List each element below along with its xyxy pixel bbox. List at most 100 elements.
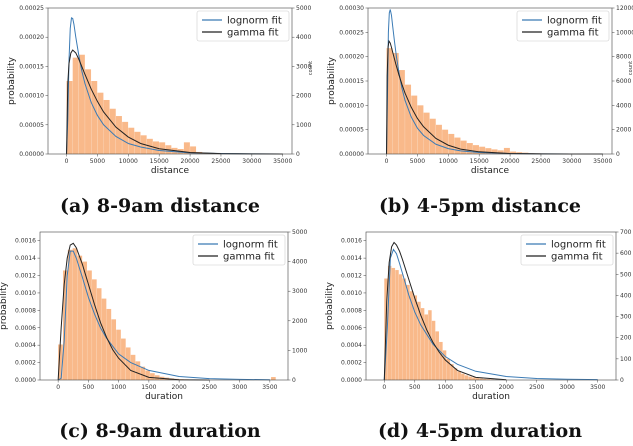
panel-a: 0 5000 10000 15000 20000 25000 30000 350000.000… <box>7 5 314 217</box>
caption-c: (c) 8-9am duration <box>59 420 261 442</box>
hist-bar <box>466 143 473 154</box>
y-tick-label: 0.0000 <box>341 377 362 384</box>
y2-tick-label: 3000 <box>296 63 311 70</box>
x-tick-label: 2000 <box>499 384 514 391</box>
x-axis-label-b: distance <box>471 166 510 176</box>
y2-tick-label: 0 <box>296 151 300 158</box>
plot-c: 0 500 1000 1500 2000 2500 3000 3500 0.0000 0.0002… <box>0 229 307 402</box>
y-tick-label: 0.0006 <box>15 325 36 332</box>
hist-bar <box>406 284 410 380</box>
histogram-d <box>384 265 494 380</box>
y-tick-label: 0.00005 <box>339 127 364 134</box>
x-tick-label: 20000 <box>181 158 200 165</box>
x-tick-label: 10000 <box>439 158 458 165</box>
y2-tick-label: 100 <box>620 356 632 363</box>
legend-box <box>192 234 286 266</box>
hist-bar <box>386 48 393 154</box>
hist-bar <box>453 368 458 380</box>
hist-bar <box>468 376 472 380</box>
y2-tick-label: 12000 <box>616 5 633 12</box>
x-tick-label: 25000 <box>211 158 230 165</box>
x-tick-label: 10000 <box>119 158 138 165</box>
hist-bar <box>58 344 63 380</box>
x-tick-label: 5000 <box>90 158 105 165</box>
x-tick-label: 15000 <box>470 158 489 165</box>
y2-tick-label: 1000 <box>292 347 307 354</box>
y-tick-label: 0.0002 <box>341 360 362 367</box>
legend-entry: lognorm fit <box>223 240 278 251</box>
y-tick-label: 0.00020 <box>339 54 364 61</box>
hist-bar <box>115 116 122 154</box>
hist-bar <box>78 54 85 154</box>
y2-axis-label-a: count <box>308 61 314 75</box>
y2-tick-label: 8000 <box>616 54 631 61</box>
hist-bar <box>446 358 450 380</box>
y-tick-label: 0.0012 <box>341 273 362 280</box>
legend-entry: lognorm fit <box>227 16 282 27</box>
hist-bar <box>490 379 494 380</box>
plot-frame <box>47 7 293 155</box>
x-tick-label: 3500 <box>590 384 605 391</box>
x-tick-label: 1000 <box>438 384 453 391</box>
y2-tick-label: 0 <box>616 151 620 158</box>
hist-bar <box>460 140 467 154</box>
gamma-curve-b <box>386 39 603 155</box>
legend-entry: gamma fit <box>223 252 275 263</box>
plot-b: 0 5000 10000 15000 20000 25000 30000 350000.000… <box>327 5 633 176</box>
y-tick-label: 0.00020 <box>19 34 44 41</box>
hist-bar <box>106 308 112 380</box>
hist-bar <box>464 375 469 380</box>
hist-bar <box>121 338 126 380</box>
y2-tick-label: 5000 <box>292 229 307 236</box>
hist-bar <box>391 267 396 380</box>
x-tick-label: 0 <box>385 158 389 165</box>
hist-bar <box>77 255 83 380</box>
hist-bar <box>145 370 150 380</box>
histogram-b <box>386 48 597 154</box>
hist-bar <box>122 121 129 154</box>
hist-bar <box>424 314 428 380</box>
hist-bar <box>454 137 461 154</box>
y-tick-label: 0.0010 <box>341 290 362 297</box>
hist-bar <box>473 145 479 154</box>
x-tick-label: 1000 <box>111 384 126 391</box>
gamma-curve-a <box>66 49 283 155</box>
hist-bar <box>271 377 276 380</box>
plot-a: 0 5000 10000 15000 20000 25000 30000 350000.000… <box>7 5 314 176</box>
y-tick-label: 0.00015 <box>339 78 364 85</box>
hist-bar <box>516 152 523 154</box>
hist-bar <box>190 146 197 154</box>
hist-bar <box>450 364 454 380</box>
hist-bar <box>128 127 135 154</box>
x-tick-label: 35000 <box>593 158 612 165</box>
y2-axis-label-b: count <box>628 61 633 75</box>
y-tick-label: 0.00025 <box>19 5 44 12</box>
hist-bar <box>395 270 399 380</box>
panel-d: 0 500 1000 1500 2000 2500 3000 35000.00000.0002… <box>325 229 632 442</box>
y-axis-label-d: probability <box>325 281 335 330</box>
y2-tick-label: 200 <box>620 335 632 342</box>
x-tick-label: 1500 <box>141 384 156 391</box>
plot-frame <box>365 231 617 381</box>
hist-bar <box>485 148 492 154</box>
hist-bar <box>140 366 146 380</box>
hist-bar <box>183 142 190 154</box>
hist-bar <box>423 112 430 154</box>
hist-bar <box>116 329 121 380</box>
legend-entry: lognorm fit <box>551 240 606 251</box>
y-tick-label: 0.0004 <box>15 342 36 349</box>
hist-bar <box>479 378 483 380</box>
y-tick-label: 0.0008 <box>15 307 36 314</box>
y2-tick-label: 4000 <box>616 102 631 109</box>
y-tick-label: 0.0008 <box>341 307 362 314</box>
hist-bar <box>435 331 439 380</box>
hist-bar <box>87 270 92 380</box>
x-tick-label: 3500 <box>262 384 277 391</box>
hist-bar <box>457 371 461 380</box>
panel-b: 0 5000 10000 15000 20000 25000 30000 350000.000… <box>327 5 633 217</box>
x-axis-label-c: duration <box>145 392 183 402</box>
x-tick-label: 2500 <box>529 384 544 391</box>
y-tick-label: 0.00015 <box>19 63 44 70</box>
